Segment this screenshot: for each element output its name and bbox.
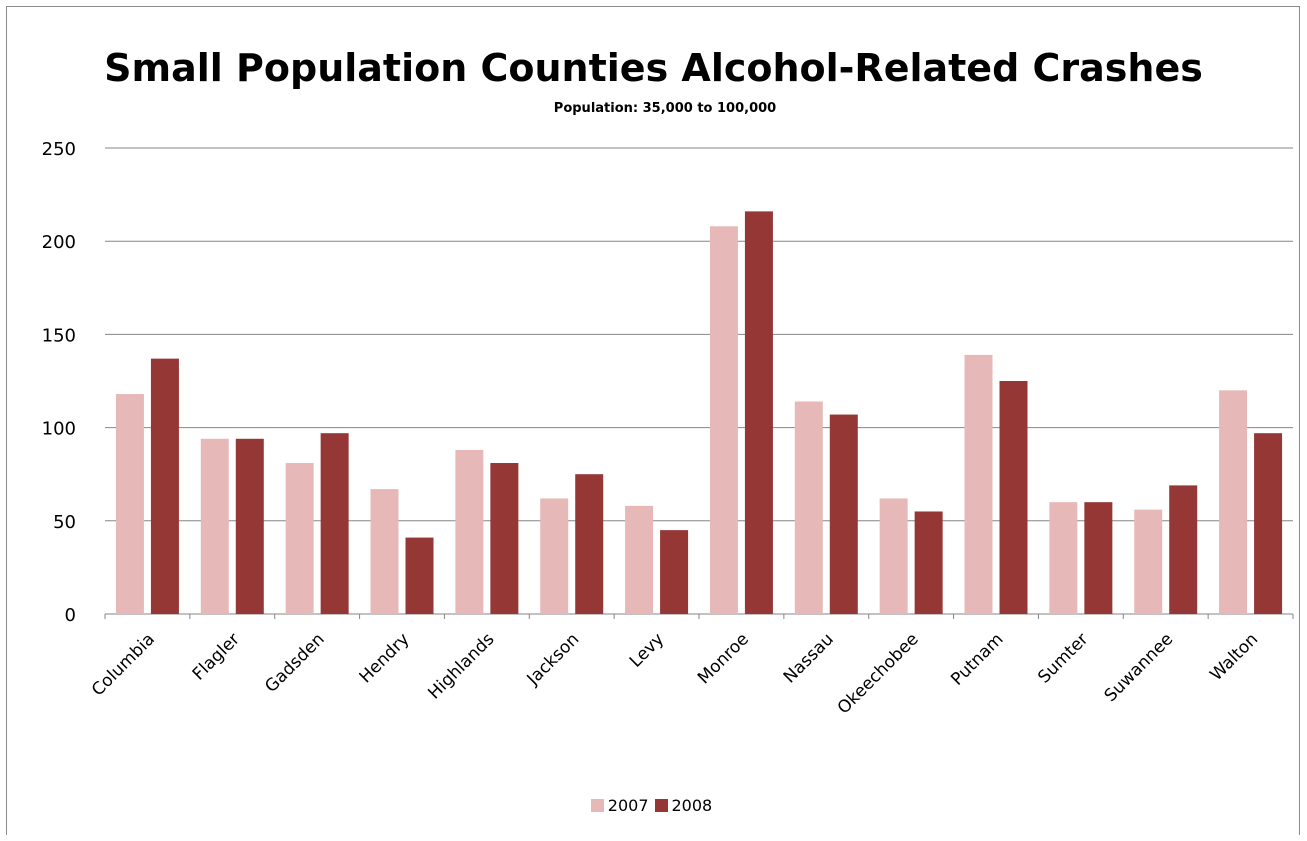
bar-2008-putnam bbox=[999, 381, 1028, 614]
legend-label-2007: 2007 bbox=[607, 796, 649, 815]
y-tick-label: 0 bbox=[65, 605, 76, 626]
chart-legend: 2007 2008 bbox=[0, 796, 1305, 815]
bar-2007-columbia bbox=[115, 394, 144, 614]
x-tick-label: Highlands bbox=[424, 629, 498, 703]
bar-2008-suwannee bbox=[1169, 485, 1198, 614]
bar-2008-walton bbox=[1254, 433, 1283, 614]
bar-2008-highlands bbox=[490, 463, 519, 614]
bar-2008-nassau bbox=[829, 414, 858, 614]
bar-2008-flagler bbox=[235, 438, 264, 614]
y-tick-label: 50 bbox=[53, 512, 76, 533]
x-tick-label: Columbia bbox=[88, 629, 159, 700]
bar-2008-jackson bbox=[575, 474, 604, 614]
chart-subtitle: Population: 35,000 to 100,000 bbox=[553, 101, 777, 116]
bar-2007-flagler bbox=[200, 438, 229, 614]
bar-2007-okeechobee bbox=[879, 498, 908, 614]
bar-2008-levy bbox=[660, 530, 689, 614]
bar-2008-monroe bbox=[744, 211, 773, 614]
x-tick-label: Putnam bbox=[947, 629, 1007, 689]
x-tick-label: Gadsden bbox=[261, 629, 328, 696]
y-tick-label: 250 bbox=[42, 139, 76, 160]
x-tick-label: Hendry bbox=[356, 629, 414, 687]
bar-2008-gadsden bbox=[320, 433, 349, 614]
bar-2007-putnam bbox=[964, 354, 993, 614]
bar-2007-jackson bbox=[540, 498, 569, 614]
x-tick-label: Suwannee bbox=[1101, 629, 1178, 706]
x-tick-label: Monroe bbox=[694, 629, 753, 688]
legend-item-2008: 2008 bbox=[654, 796, 713, 815]
chart-area bbox=[6, 6, 1300, 835]
x-tick-label: Okeechobee bbox=[834, 629, 923, 718]
x-tick-label: Levy bbox=[626, 629, 668, 671]
x-tick-label: Sumter bbox=[1034, 629, 1092, 687]
legend-item-2007: 2007 bbox=[590, 796, 649, 815]
y-tick-label: 100 bbox=[42, 419, 76, 440]
x-tick-label: Walton bbox=[1206, 629, 1262, 685]
bar-2008-okeechobee bbox=[914, 511, 943, 614]
legend-label-2008: 2008 bbox=[671, 796, 713, 815]
bar-2008-columbia bbox=[150, 358, 179, 614]
bar-2007-nassau bbox=[794, 401, 823, 614]
bar-2007-highlands bbox=[455, 449, 484, 614]
bar-2007-gadsden bbox=[285, 463, 314, 614]
bar-2008-hendry bbox=[405, 537, 434, 614]
x-tick-label: Nassau bbox=[780, 629, 838, 687]
x-tick-label: Flagler bbox=[189, 629, 244, 684]
legend-swatch-2007 bbox=[590, 799, 604, 812]
y-tick-label: 150 bbox=[42, 325, 76, 346]
y-tick-label: 200 bbox=[42, 232, 76, 253]
bar-2007-walton bbox=[1219, 390, 1248, 614]
legend-swatch-2008 bbox=[654, 799, 668, 812]
bar-2007-hendry bbox=[370, 489, 399, 614]
x-tick-label: Jackson bbox=[523, 629, 584, 690]
bar-2007-monroe bbox=[709, 226, 738, 614]
bar-2008-sumter bbox=[1084, 502, 1113, 614]
bar-2007-sumter bbox=[1049, 502, 1078, 614]
chart-title: Small Population Counties Alcohol-Relate… bbox=[104, 46, 1203, 90]
bar-2007-suwannee bbox=[1134, 509, 1163, 614]
bar-2007-levy bbox=[625, 505, 654, 614]
